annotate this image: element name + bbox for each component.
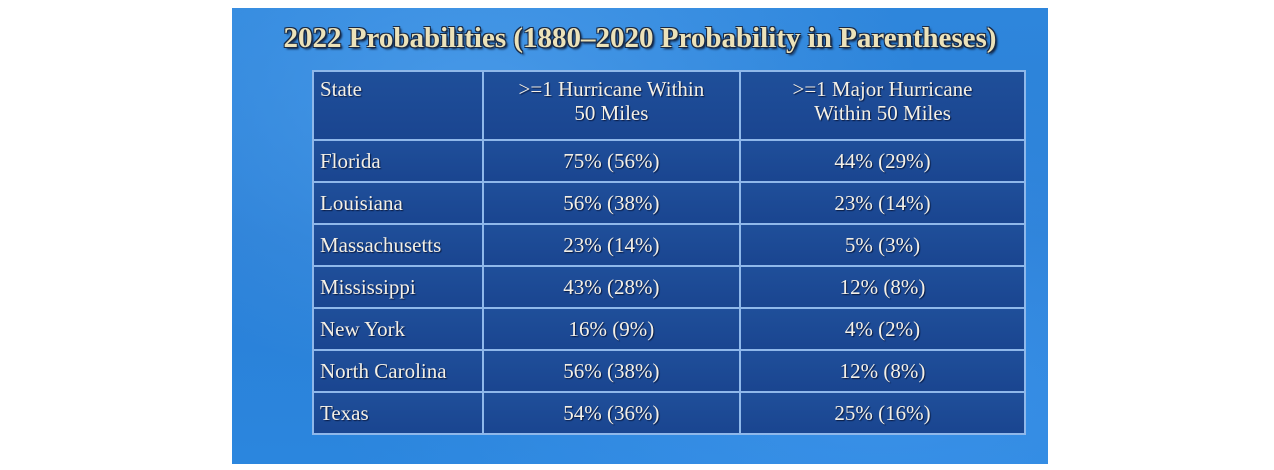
table-row: New York 16% (9%) 4% (2%): [312, 307, 1027, 351]
header-major-hurricane: >=1 Major Hurricane Within 50 Miles: [738, 70, 1027, 141]
table-row: Florida 75% (56%) 44% (29%): [312, 139, 1027, 183]
cell-hurricane: 56% (38%): [481, 349, 741, 393]
cell-major: 12% (8%): [738, 349, 1027, 393]
cell-state: New York: [312, 307, 484, 351]
table-row: Massachusetts 23% (14%) 5% (3%): [312, 223, 1027, 267]
cell-state: Louisiana: [312, 181, 484, 225]
cell-major: 12% (8%): [738, 265, 1027, 309]
cell-hurricane: 56% (38%): [481, 181, 741, 225]
table-row: Mississippi 43% (28%) 12% (8%): [312, 265, 1027, 309]
header-hurricane-line2: 50 Miles: [574, 101, 649, 125]
header-major-line2: Within 50 Miles: [814, 101, 951, 125]
slide-title: 2022 Probabilities (1880–2020 Probabilit…: [283, 22, 997, 54]
header-hurricane-line1: >=1 Hurricane Within: [518, 77, 705, 101]
slide: 2022 Probabilities (1880–2020 Probabilit…: [232, 8, 1048, 464]
cell-state: Mississippi: [312, 265, 484, 309]
cell-major: 5% (3%): [738, 223, 1027, 267]
table-header-row: State >=1 Hurricane Within 50 Miles >=1 …: [312, 70, 1027, 141]
cell-state: Florida: [312, 139, 484, 183]
probability-table: State >=1 Hurricane Within 50 Miles >=1 …: [312, 70, 1027, 435]
cell-hurricane: 54% (36%): [481, 391, 741, 435]
cell-major: 23% (14%): [738, 181, 1027, 225]
header-state: State: [312, 70, 484, 141]
cell-hurricane: 16% (9%): [481, 307, 741, 351]
table-row: Louisiana 56% (38%) 23% (14%): [312, 181, 1027, 225]
cell-hurricane: 75% (56%): [481, 139, 741, 183]
cell-hurricane: 43% (28%): [481, 265, 741, 309]
cell-hurricane: 23% (14%): [481, 223, 741, 267]
cell-state: Texas: [312, 391, 484, 435]
cell-major: 25% (16%): [738, 391, 1027, 435]
cell-major: 44% (29%): [738, 139, 1027, 183]
table-row: North Carolina 56% (38%) 12% (8%): [312, 349, 1027, 393]
table-row: Texas 54% (36%) 25% (16%): [312, 391, 1027, 435]
cell-state: Massachusetts: [312, 223, 484, 267]
header-major-line1: >=1 Major Hurricane: [792, 77, 973, 101]
cell-state: North Carolina: [312, 349, 484, 393]
header-hurricane: >=1 Hurricane Within 50 Miles: [481, 70, 741, 141]
cell-major: 4% (2%): [738, 307, 1027, 351]
